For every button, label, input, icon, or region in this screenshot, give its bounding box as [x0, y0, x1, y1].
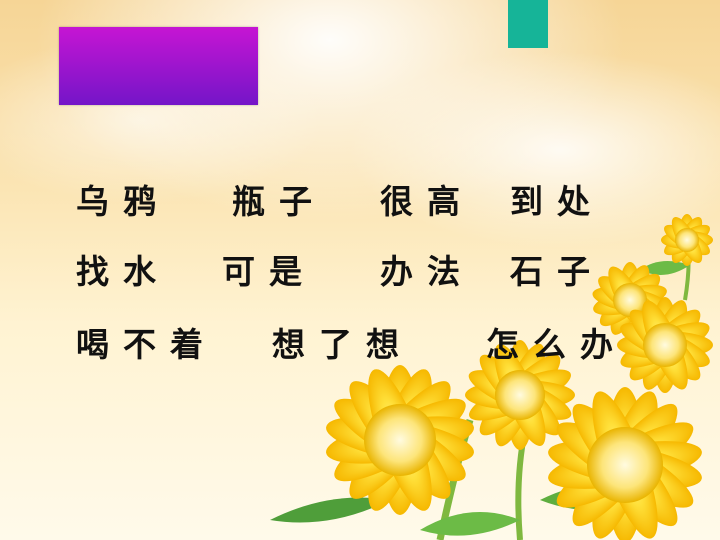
word-row3-2: 想了想	[272, 325, 413, 364]
title-box	[59, 27, 258, 105]
word-row2-1: 找水	[76, 252, 170, 291]
word-row2-3: 办法	[380, 252, 474, 291]
word-row3-3: 怎么办	[486, 325, 627, 364]
word-row1-2: 瓶子	[232, 182, 326, 221]
word-row2-4: 石子	[510, 252, 604, 291]
word-row1-3: 很高	[380, 182, 474, 221]
word-row1-1: 乌鸦	[76, 182, 170, 221]
word-row2-2: 可是	[222, 252, 316, 291]
word-row1-4: 到处	[510, 182, 604, 221]
word-row3-1: 喝不着	[76, 325, 217, 364]
accent-tab	[508, 0, 548, 48]
